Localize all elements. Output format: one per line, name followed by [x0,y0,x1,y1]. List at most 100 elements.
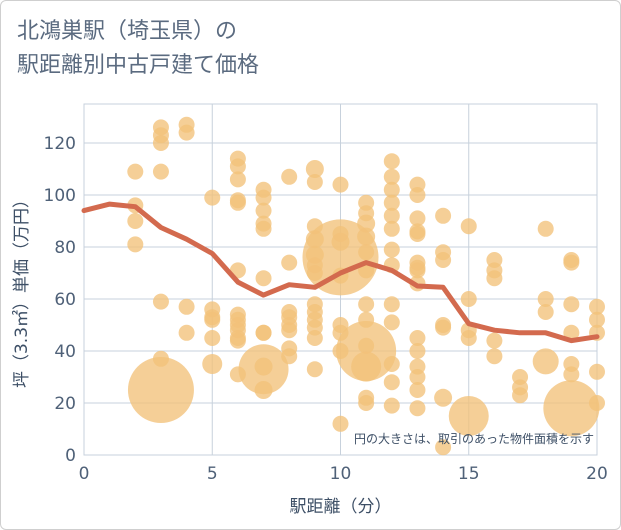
bubble [127,357,194,423]
bubble [357,227,376,246]
bubble [383,181,400,198]
x-axis-ticks: 0 5 10 15 20 [79,464,608,484]
bubble [563,254,580,271]
bubble [255,202,272,219]
bubble [336,321,397,381]
bubble [281,168,298,185]
bubble [178,124,195,141]
bubble [152,293,169,310]
chart-title: 北鴻巣駅（埼玉県）の 駅距離別中古戸建て価格 [17,19,260,78]
bubble [512,387,529,404]
bubble [229,332,246,349]
bubble [254,381,273,399]
bubble [543,380,600,437]
bubble [332,176,349,193]
x-tick-label: 0 [79,464,90,484]
bubble [152,135,169,151]
y-tick-label: 20 [54,394,76,414]
bubble [127,163,144,180]
bubble [178,298,195,315]
bubble [434,388,453,407]
bubble [383,296,400,313]
average-price-line [81,201,600,344]
x-tick-label: 20 [586,464,608,484]
bubble [589,363,605,380]
bubble [178,324,195,341]
bubble [127,236,144,253]
y-tick-label: 100 [44,186,76,206]
bubble [202,354,223,374]
bubble [281,322,298,339]
bubble [460,291,477,307]
bubble [409,187,426,203]
bubble [589,395,605,411]
bubble [306,174,323,190]
bubble [127,213,144,229]
trend-lines [81,201,600,344]
x-tick-label: 5 [207,464,218,484]
bubble [448,396,489,436]
bubble [383,220,400,237]
bubble [435,439,452,456]
bubble [537,304,554,320]
bubble [532,348,559,375]
bubble [332,415,349,432]
bubble [229,171,246,188]
y-axis-ticks: 0 20 40 60 80 100 120 [44,134,76,466]
x-tick-label: 15 [458,464,480,484]
bubble [435,252,452,268]
bubble [358,244,375,261]
bubble [589,298,605,315]
bubble [358,395,375,411]
bubble [460,218,477,235]
bubble [383,397,400,414]
bubble [409,343,426,359]
bubble [255,270,272,287]
x-tick-label: 10 [330,464,352,484]
bubble [255,189,272,206]
bubble [255,220,272,237]
bubble [563,366,580,383]
bubble [409,262,426,279]
bubble [383,153,400,170]
bubble [409,369,426,385]
bubble [229,194,246,211]
bubble [486,270,503,287]
bubble [409,226,426,242]
y-tick-label: 60 [54,290,76,310]
bubble [409,400,426,417]
bubble [409,382,426,398]
bubble [383,241,400,258]
bubbles [127,116,605,456]
bubble [460,330,477,346]
bubble [281,348,298,365]
bubble [589,311,605,328]
bubble [306,361,323,378]
bubble [383,207,400,224]
bubble [486,332,503,349]
bubble [204,330,221,346]
bubble [357,214,376,233]
bubble [383,374,400,391]
bubble [383,314,400,331]
bubble [204,189,221,206]
bubble [435,319,452,336]
bubble-size-note: 円の大きさは、取引のあった物件面積を示す [354,431,594,446]
bubble [409,330,426,346]
bubble [306,330,323,346]
bubble [383,168,400,185]
bubble [486,348,503,365]
gridlines [83,104,598,456]
bubble [351,351,382,382]
x-axis-label: 駅距離（分） [290,497,392,517]
y-tick-label: 40 [54,342,76,362]
bubble [305,160,324,178]
bubble [358,296,375,313]
y-tick-label: 80 [54,238,76,258]
bubble [563,296,580,313]
bubble [409,210,426,227]
bubble [152,163,169,180]
y-tick-label: 0 [65,446,76,466]
bubble [435,207,452,224]
